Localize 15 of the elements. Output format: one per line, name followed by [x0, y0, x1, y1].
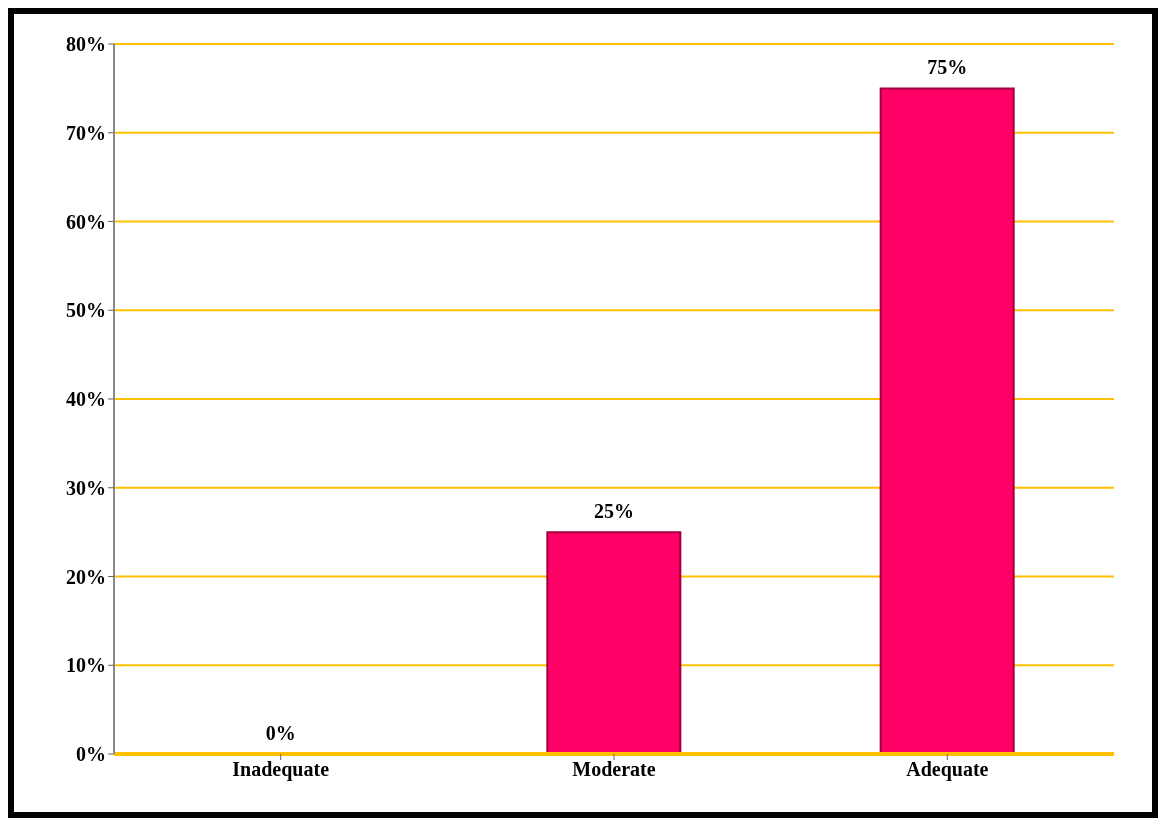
y-tick-label: 70%: [66, 121, 106, 144]
data-label: 0%: [265, 722, 296, 744]
x-tick-label: Adequate: [906, 758, 989, 782]
y-tick-label: 50%: [66, 299, 106, 322]
y-tick-label: 60%: [66, 210, 106, 233]
data-label: 75%: [927, 56, 968, 79]
x-tick-label: Moderate: [572, 758, 656, 781]
y-tick-label: 40%: [66, 388, 106, 411]
x-tick-label: Inadequate: [232, 758, 330, 782]
y-tick-label: 0%: [76, 743, 106, 766]
y-tick-label: 10%: [66, 654, 106, 677]
y-tick-label: 20%: [66, 565, 106, 588]
y-tick-label: 30%: [66, 476, 106, 499]
y-tick-label: 80%: [66, 33, 106, 56]
data-label: 25%: [594, 500, 634, 523]
